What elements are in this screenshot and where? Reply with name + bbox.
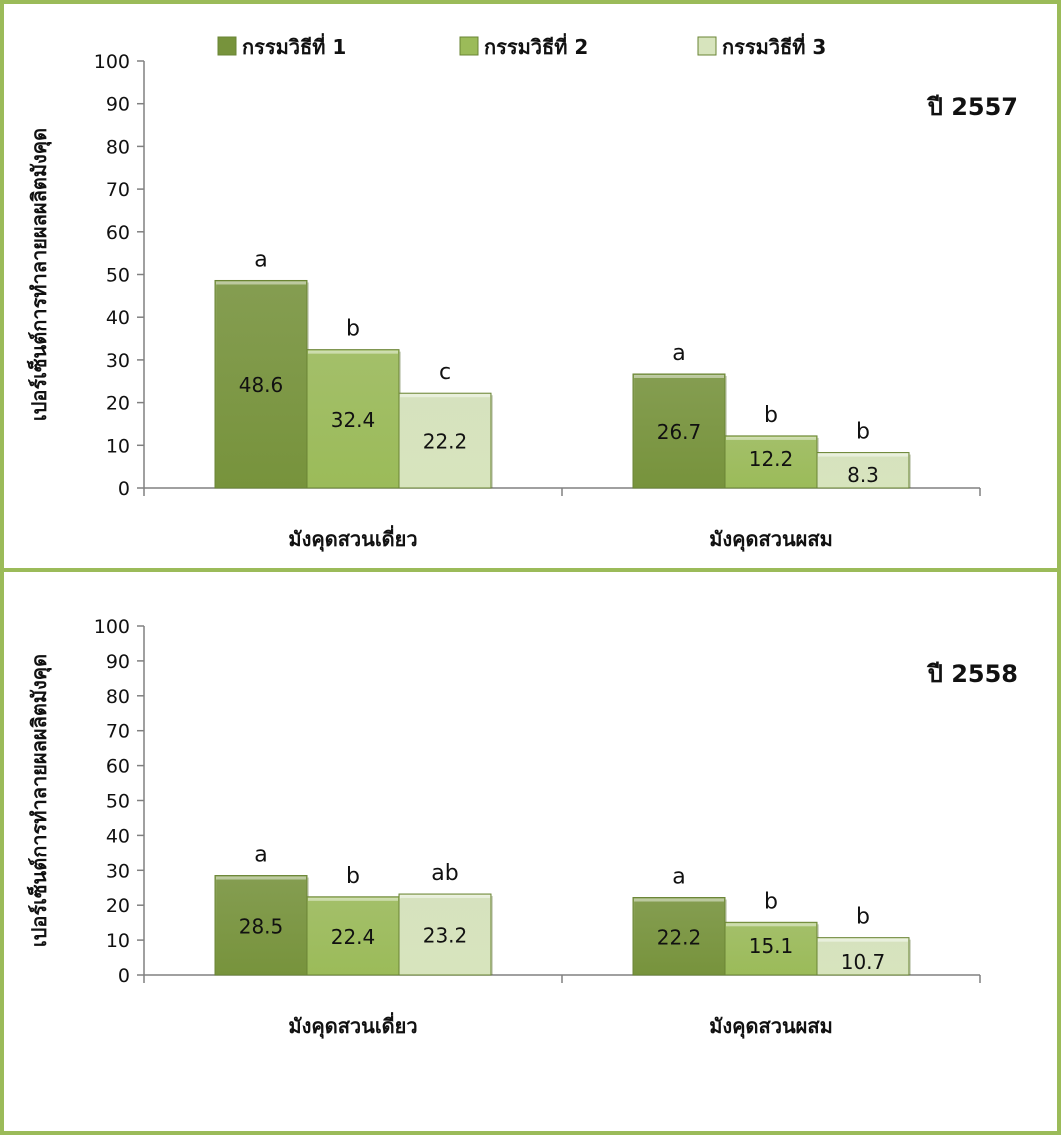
data-label: 22.2 — [423, 430, 468, 454]
data-label: 22.4 — [331, 925, 376, 949]
y-tick-label: 60 — [106, 222, 130, 244]
bar-1-series-2 — [306, 349, 400, 489]
data-label: 32.4 — [331, 408, 376, 432]
y-tick-label: 40 — [106, 307, 130, 329]
y-tick-label: 50 — [106, 265, 130, 287]
legend-item-2: กรรมวิธีที่ 2 — [459, 32, 588, 59]
significance-letter: a — [672, 865, 685, 890]
data-label: 26.7 — [657, 420, 702, 444]
significance-letter: ab — [431, 861, 458, 886]
legend-label: กรรมวิธีที่ 2 — [484, 32, 588, 59]
data-label: 12.2 — [749, 447, 794, 471]
bar-highlight — [216, 876, 306, 880]
bar-2-series-3 — [816, 452, 910, 489]
bar-highlight — [818, 453, 908, 457]
y-tick-label: 30 — [106, 350, 130, 372]
bar-1-series-1 — [214, 279, 308, 489]
bar-highlight — [308, 350, 398, 354]
chart-year-title: ปี 2558 — [927, 660, 1019, 688]
bar-1-series-2 — [306, 896, 400, 976]
bar-highlight — [400, 394, 490, 398]
significance-letter: a — [672, 341, 685, 366]
y-tick-label: 80 — [106, 686, 130, 708]
legend-swatch — [217, 36, 237, 56]
y-tick-label: 40 — [106, 825, 130, 847]
bar-1-series-3 — [398, 893, 492, 976]
y-tick-label: 0 — [118, 965, 130, 987]
significance-letter: b — [764, 403, 778, 428]
data-label: 15.1 — [749, 934, 794, 958]
chart-panel-2558: 0 10 20 30 40 50 60 70 80 90 100 28.5 a 22.4 b 23.2 ab มั… — [0, 568, 1061, 1135]
significance-letter: b — [856, 420, 870, 445]
data-label: 10.7 — [841, 950, 886, 974]
bar-highlight — [726, 923, 816, 927]
bar-highlight — [634, 898, 724, 902]
y-tick-label: 10 — [106, 435, 130, 457]
bar-2-series-3 — [816, 937, 910, 976]
y-axis-label: เปอร์เซ็นต์การทำลายผลผลิตมังคุด — [26, 654, 52, 947]
bar-highlight — [308, 897, 398, 901]
bar-1-series-1 — [214, 875, 308, 976]
bar-chart-2558: 010203040506070809010028.5a22.4b23.2abมั… — [26, 616, 1019, 1039]
bar-highlight — [818, 938, 908, 942]
y-tick-label: 20 — [106, 393, 130, 415]
y-tick-label: 90 — [106, 94, 130, 116]
bar-1-series-3 — [398, 392, 492, 489]
legend-label: กรรมวิธีที่ 3 — [722, 32, 826, 59]
significance-letter: b — [346, 317, 360, 342]
significance-letter: b — [346, 864, 360, 889]
legend-item-3: กรรมวิธีที่ 3 — [697, 32, 826, 59]
category-label: มังคุดสวนผสม — [709, 527, 833, 552]
data-label: 23.2 — [423, 924, 468, 948]
y-tick-label: 100 — [94, 616, 130, 638]
significance-letter: b — [856, 905, 870, 930]
category-label: มังคุดสวนผสม — [709, 1014, 833, 1039]
y-tick-label: 80 — [106, 136, 130, 158]
legend-swatch — [459, 36, 479, 56]
y-tick-label: 10 — [106, 930, 130, 952]
data-label: 8.3 — [847, 463, 879, 487]
legend-swatch — [697, 36, 717, 56]
bar-highlight — [216, 281, 306, 285]
y-tick-label: 0 — [118, 478, 130, 500]
significance-letter: a — [254, 843, 267, 868]
legend-item-1: กรรมวิธีที่ 1 — [217, 32, 346, 59]
y-tick-label: 50 — [106, 791, 130, 813]
legend-label: กรรมวิธีที่ 1 — [242, 32, 346, 59]
y-tick-label: 70 — [106, 721, 130, 743]
bar-2-series-1 — [632, 373, 726, 489]
significance-letter: b — [764, 889, 778, 914]
bar-chart-2557: กรรมวิธีที่ 1 กรรมวิธีที่ 2 กรรมวิธีที่ 3 0… — [26, 32, 1019, 552]
y-tick-label: 70 — [106, 179, 130, 201]
bar-highlight — [634, 374, 724, 378]
chart-panel-2557: กรรมวิธีที่ 1 กรรมวิธีที่ 2 กรรมวิธีที่ 3 0… — [0, 0, 1061, 572]
bar-highlight — [726, 436, 816, 440]
significance-letter: a — [254, 247, 267, 272]
bar-2-series-2 — [724, 435, 818, 489]
y-axis-label: เปอร์เซ็นต์การทำลายผลผลิตมังคุด — [26, 128, 52, 421]
data-label: 48.6 — [239, 373, 284, 397]
y-tick-label: 60 — [106, 756, 130, 778]
significance-letter: c — [439, 360, 451, 385]
y-tick-label: 30 — [106, 860, 130, 882]
y-tick-label: 90 — [106, 651, 130, 673]
category-label: มังคุดสวนเดี่ยว — [288, 1011, 417, 1039]
y-tick-label: 100 — [94, 51, 130, 73]
data-label: 22.2 — [657, 925, 702, 949]
bar-highlight — [400, 895, 490, 899]
data-label: 28.5 — [239, 914, 284, 938]
chart-year-title: ปี 2557 — [927, 93, 1019, 121]
y-tick-label: 20 — [106, 895, 130, 917]
category-label: มังคุดสวนเดี่ยว — [288, 524, 417, 552]
